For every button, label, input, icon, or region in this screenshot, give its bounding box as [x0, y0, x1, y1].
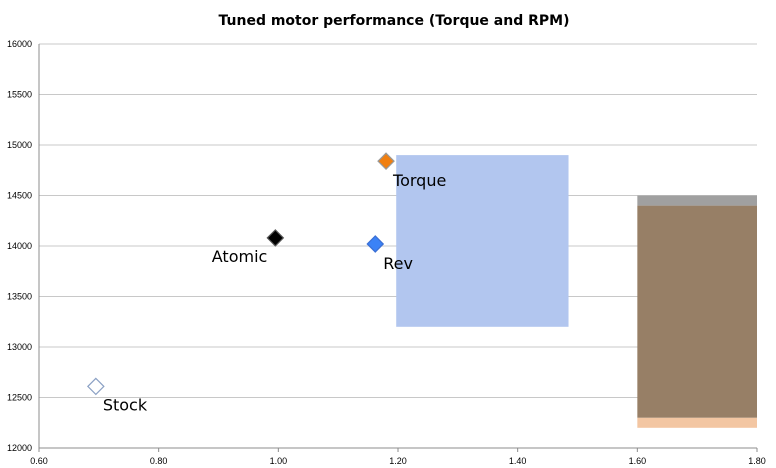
chart-title: Tuned motor performance (Torque and RPM) [219, 13, 570, 29]
data-point-torque [377, 152, 395, 171]
x-tick-label: 1.00 [270, 456, 288, 466]
x-tick-label: 0.80 [150, 456, 168, 466]
data-label-atomic: Atomic [212, 247, 268, 266]
y-tick-label: 15000 [7, 140, 32, 150]
data-label-rev: Rev [383, 254, 413, 273]
x-tick-label: 1.80 [748, 456, 766, 466]
x-tick-label: 1.40 [509, 456, 527, 466]
shaded-region-3 [637, 205, 757, 418]
y-tick-label: 13500 [7, 292, 32, 302]
shaded-region-1 [396, 155, 569, 327]
data-points [86, 152, 395, 396]
y-tick-label: 12000 [7, 443, 32, 453]
x-tick-label: 0.60 [30, 456, 48, 466]
point-labels: Stock Atomic Rev Torque [103, 171, 446, 414]
y-tick-label: 12500 [7, 393, 32, 403]
shaded-regions [396, 155, 757, 428]
axes: 12000 12500 13000 13500 14000 14500 15000 15500… [7, 39, 766, 466]
data-label-stock: Stock [103, 395, 148, 414]
data-point-rev [366, 235, 385, 253]
data-point-stock [86, 377, 105, 396]
y-tick-label: 15500 [7, 90, 32, 100]
shaded-region-2 [637, 417, 757, 428]
y-tick-label: 16000 [7, 39, 32, 49]
data-label-torque: Torque [392, 171, 446, 190]
y-tick-label: 14000 [7, 241, 32, 251]
x-tick-label: 1.20 [389, 456, 407, 466]
y-tick-label: 13000 [7, 342, 32, 352]
data-point-atomic [266, 229, 285, 247]
shaded-region-4 [637, 195, 757, 206]
x-tick-label: 1.60 [629, 456, 647, 466]
y-tick-label: 14500 [7, 191, 32, 201]
